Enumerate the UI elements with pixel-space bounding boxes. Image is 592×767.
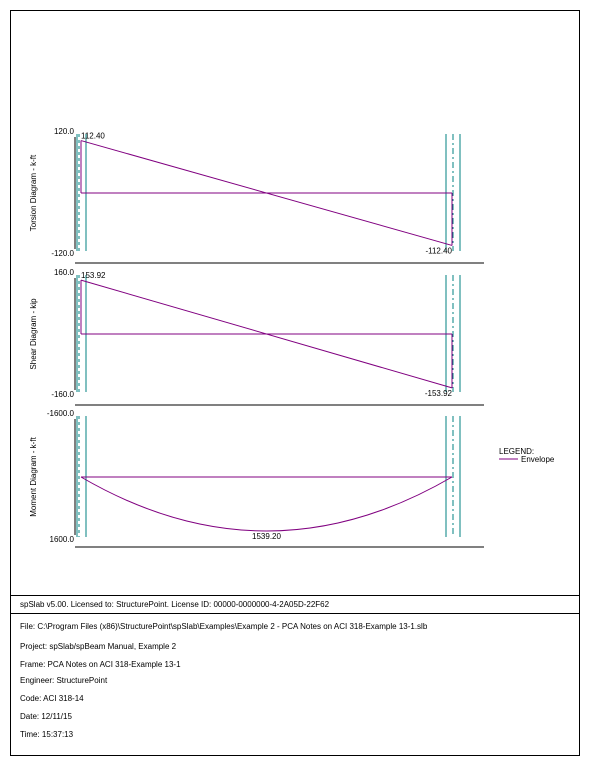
shear-envelope-line: [80, 279, 453, 389]
torsion-envelope-line: [80, 140, 453, 246]
shear-axis-title: Shear Diagram - kip: [29, 298, 38, 370]
page-frame: [10, 10, 580, 756]
info-time: Time: 15:37:13: [20, 730, 74, 739]
legend-title: LEGEND:: [499, 447, 534, 456]
info-project: Project: spSlab/spBeam Manual, Example 2: [20, 642, 177, 651]
license-divider-bottom: [10, 613, 580, 614]
shear-start-value-label: 153.92: [81, 271, 106, 280]
torsion-y-top-label: 120.0: [54, 127, 75, 136]
torsion-start-value-label: 112.40: [81, 132, 105, 141]
legend-envelope-label: Envelope: [521, 455, 555, 464]
info-code: Code: ACI 318-14: [20, 694, 84, 703]
moment-y-top-label: -1600.0: [47, 409, 75, 418]
info-engineer: Engineer: StructurePoint: [20, 676, 108, 685]
moment-envelope-curve: [80, 476, 453, 532]
info-date: Date: 12/11/15: [20, 712, 72, 721]
torsion-end-value-label: -112.40: [425, 246, 452, 255]
moment-mid-value-label: 1539.20: [252, 532, 281, 541]
torsion-y-bottom-label: -120.0: [51, 249, 74, 258]
moment-y-bottom-label: 1600.0: [50, 535, 75, 544]
info-frame: Frame: PCA Notes on ACI 318-Example 13-1: [20, 660, 181, 669]
shear-y-top-label: 160.0: [54, 268, 75, 277]
moment-axis-title: Moment Diagram - k-ft: [29, 436, 38, 516]
shear-end-value-label: -153.92: [425, 389, 453, 398]
license-divider-top: [10, 595, 580, 596]
torsion-axis-title: Torsion Diagram - k-ft: [29, 154, 38, 231]
info-file: File: C:\Program Files (x86)\StructurePo…: [20, 622, 428, 631]
license-line: spSlab v5.00. Licensed to: StructurePoin…: [20, 600, 330, 609]
shear-y-bottom-label: -160.0: [51, 390, 74, 399]
